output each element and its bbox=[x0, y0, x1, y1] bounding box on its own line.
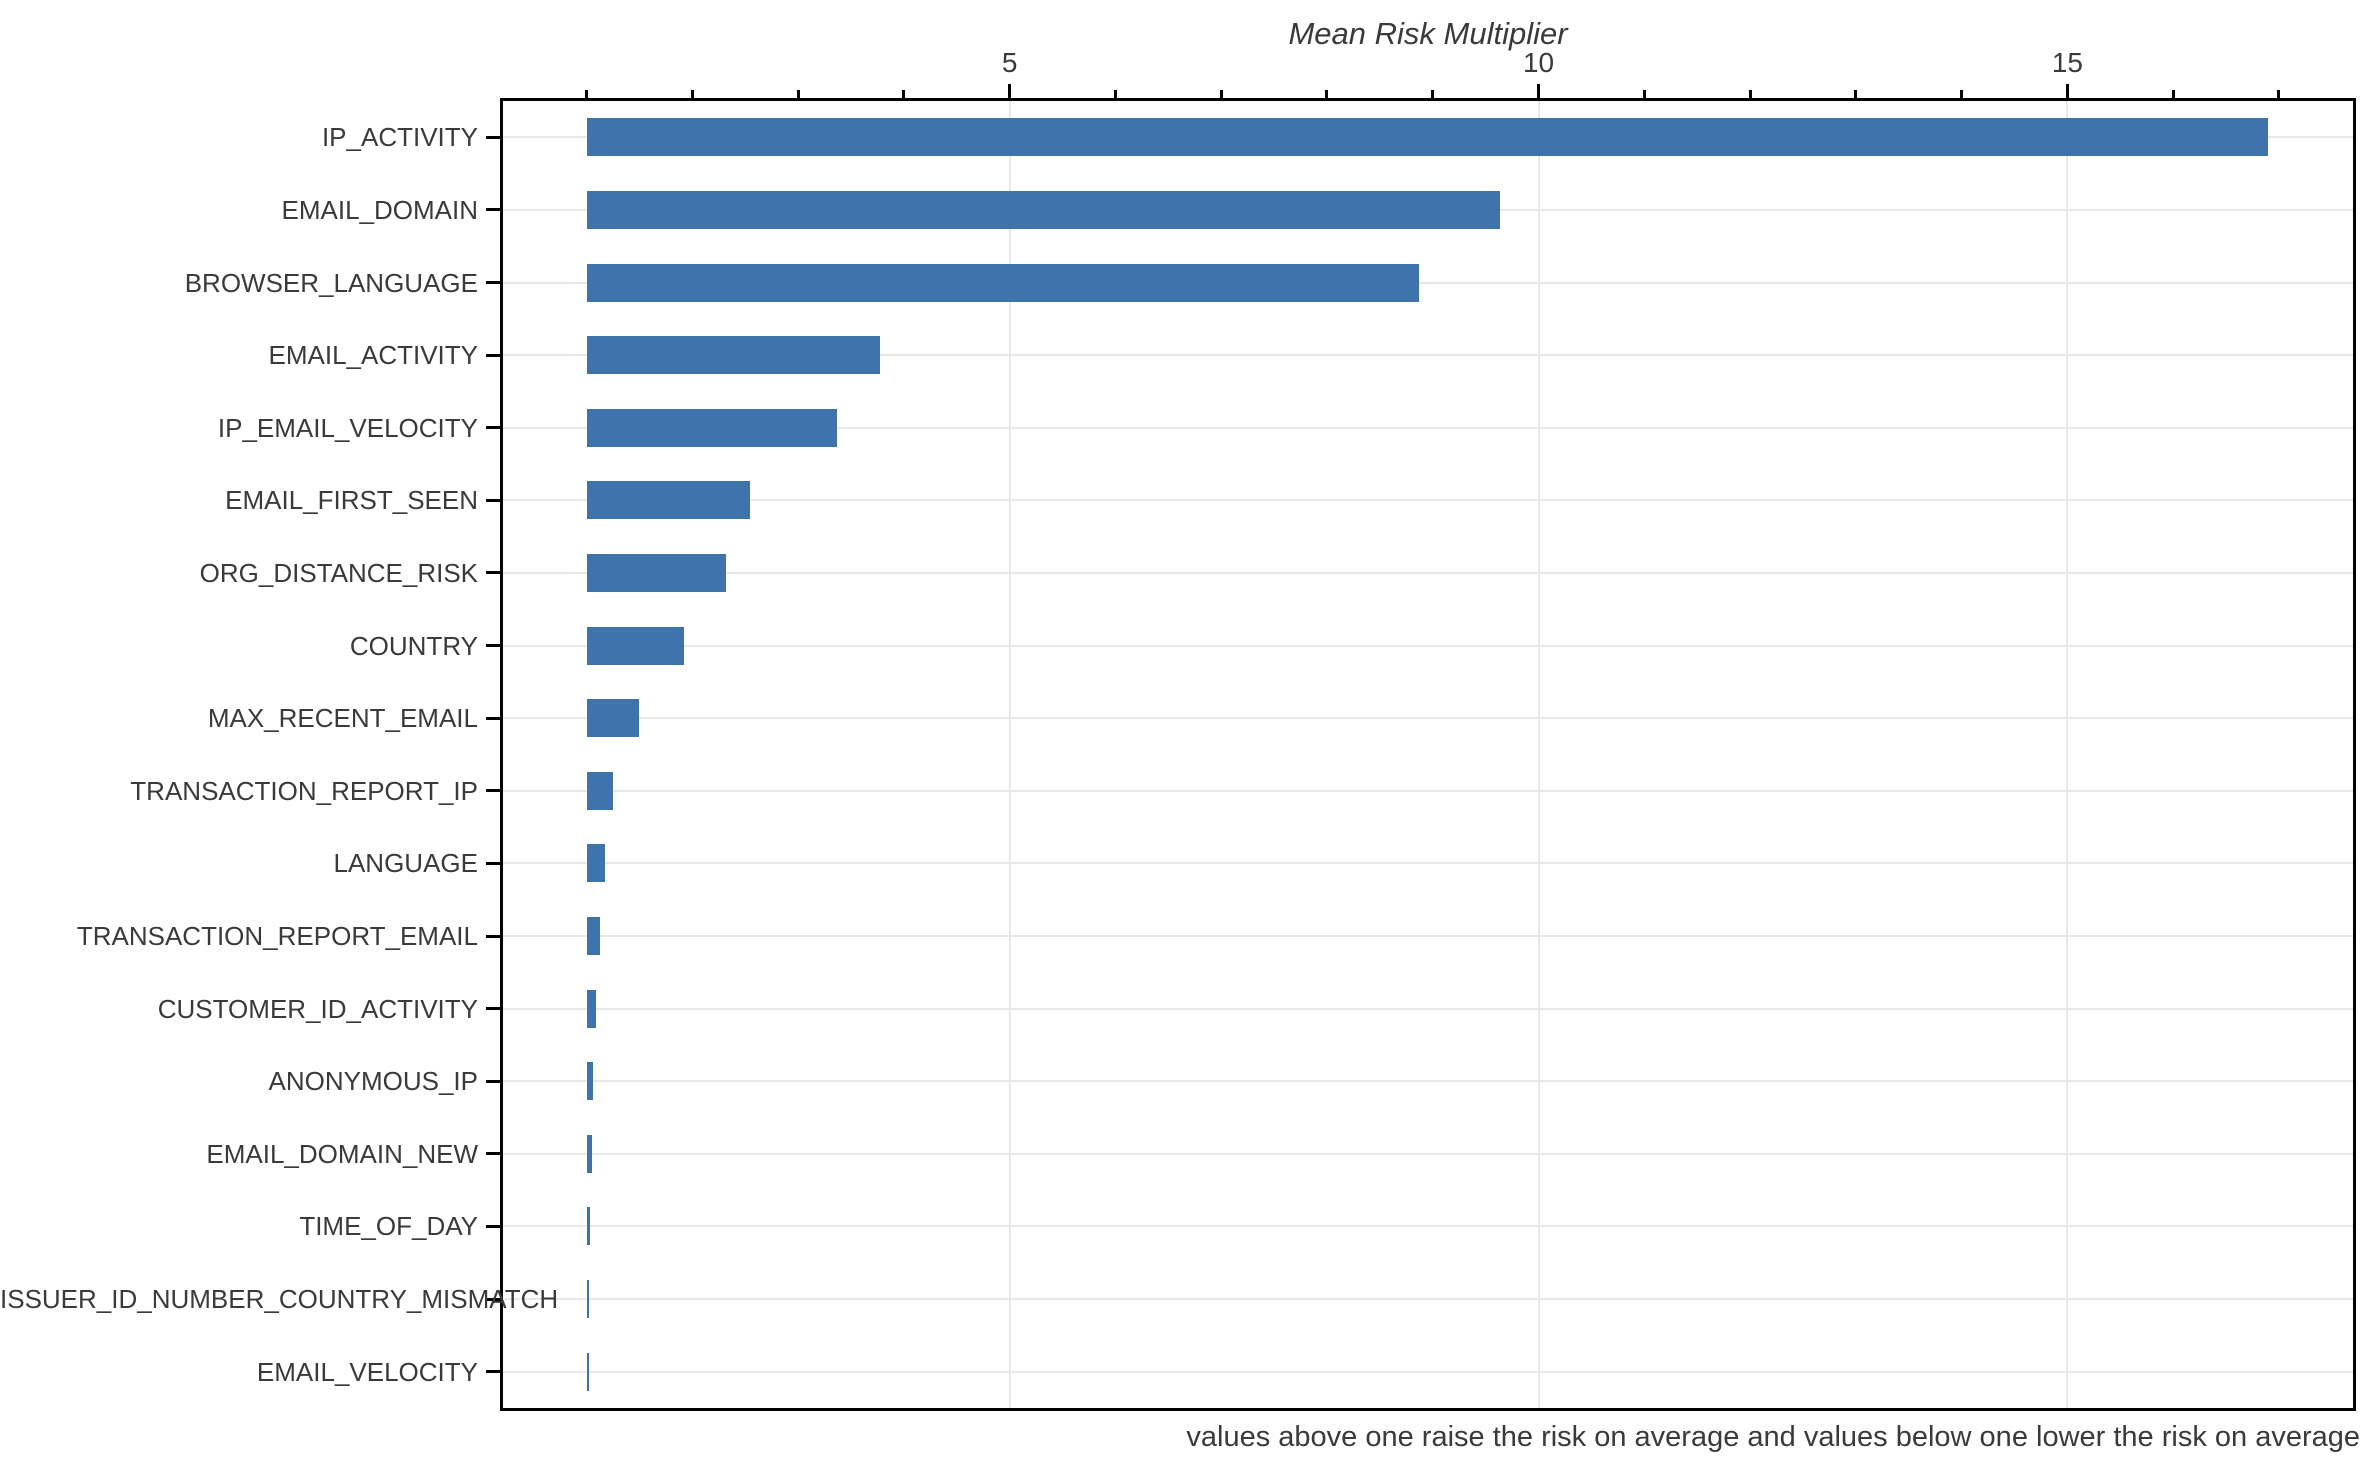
y-tick bbox=[486, 644, 500, 648]
x-tick-label: 10 bbox=[1522, 47, 1555, 78]
y-tick bbox=[486, 1224, 500, 1228]
x-minor-tick bbox=[1748, 90, 1752, 98]
category-label: CUSTOMER_ID_ACTIVITY bbox=[157, 993, 478, 1024]
vertical-gridline bbox=[2066, 101, 2069, 1408]
x-minor-tick bbox=[796, 90, 800, 98]
vertical-gridline bbox=[1008, 101, 1011, 1408]
y-tick bbox=[486, 789, 500, 793]
category-label: LANGUAGE bbox=[333, 848, 479, 879]
category-label: IP_ACTIVITY bbox=[321, 122, 478, 153]
footnote: values above one raise the risk on avera… bbox=[1186, 1421, 2360, 1453]
bar-email_activity bbox=[586, 336, 880, 375]
y-tick bbox=[486, 1007, 500, 1011]
x-minor-tick bbox=[585, 90, 589, 98]
x-minor-tick bbox=[1219, 90, 1223, 98]
bar-customer_id_activity bbox=[586, 989, 597, 1028]
x-tick-label: 15 bbox=[2051, 47, 2083, 78]
x-minor-tick bbox=[690, 90, 694, 98]
bar-email_first_seen bbox=[586, 481, 751, 520]
category-label: ANONYMOUS_IP bbox=[268, 1066, 479, 1097]
horizontal-gridline bbox=[503, 717, 2353, 720]
y-tick bbox=[486, 716, 500, 720]
y-tick bbox=[486, 135, 500, 139]
category-label: EMAIL_ACTIVITY bbox=[268, 340, 479, 371]
y-tick bbox=[486, 571, 500, 575]
y-tick bbox=[486, 1152, 500, 1156]
horizontal-gridline bbox=[503, 644, 2353, 647]
horizontal-gridline bbox=[503, 1370, 2353, 1373]
bar-ip_activity bbox=[586, 118, 2269, 157]
category-label: TRANSACTION_REPORT_EMAIL bbox=[76, 921, 478, 952]
horizontal-gridline bbox=[503, 499, 2353, 502]
bar-anonymous_ip bbox=[586, 1062, 593, 1101]
horizontal-gridline bbox=[503, 789, 2353, 792]
category-label: IP_EMAIL_VELOCITY bbox=[217, 412, 478, 443]
x-minor-tick bbox=[1642, 90, 1646, 98]
bar-ip_email_velocity bbox=[586, 408, 838, 447]
y-tick bbox=[486, 426, 500, 430]
vertical-gridline bbox=[1537, 101, 1540, 1408]
bar-email_domain_new bbox=[586, 1134, 592, 1173]
x-minor-tick bbox=[1854, 90, 1858, 98]
category-label: COUNTRY bbox=[349, 630, 478, 661]
bar-max_recent_email bbox=[586, 699, 640, 738]
category-label: TRANSACTION_REPORT_IP bbox=[130, 775, 478, 806]
x-minor-tick bbox=[1431, 90, 1435, 98]
bar-org_distance_risk bbox=[586, 553, 727, 592]
horizontal-gridline bbox=[503, 426, 2353, 429]
category-label: ORG_DISTANCE_RISK bbox=[199, 557, 478, 588]
category-label: EMAIL_DOMAIN_NEW bbox=[206, 1138, 478, 1169]
x-minor-tick bbox=[1113, 90, 1117, 98]
horizontal-gridline bbox=[503, 354, 2353, 357]
bar-language bbox=[586, 844, 605, 883]
y-tick bbox=[486, 1370, 500, 1374]
bar-issuer_id_number_country_mismatch bbox=[586, 1280, 589, 1319]
x-axis-title: Mean Risk Multiplier bbox=[1288, 16, 1568, 51]
bar-transaction_report_email bbox=[586, 917, 601, 956]
horizontal-gridline bbox=[503, 1225, 2353, 1228]
y-tick bbox=[486, 861, 500, 865]
x-minor-tick bbox=[2277, 90, 2281, 98]
horizontal-gridline bbox=[503, 862, 2353, 865]
x-major-tick bbox=[2065, 84, 2069, 98]
bar-email_domain bbox=[586, 190, 1501, 229]
x-minor-tick bbox=[1960, 90, 1964, 98]
plot-area bbox=[500, 98, 2356, 1411]
y-tick bbox=[486, 934, 500, 938]
horizontal-gridline bbox=[503, 281, 2353, 284]
category-label: EMAIL_VELOCITY bbox=[256, 1356, 478, 1387]
category-label: EMAIL_DOMAIN bbox=[281, 194, 479, 225]
horizontal-gridline bbox=[503, 935, 2353, 938]
category-label: BROWSER_LANGUAGE bbox=[184, 267, 478, 298]
horizontal-gridline bbox=[503, 571, 2353, 574]
horizontal-gridline bbox=[503, 1152, 2353, 1155]
category-label: MAX_RECENT_EMAIL bbox=[207, 703, 478, 734]
y-tick bbox=[486, 1297, 500, 1301]
y-tick bbox=[486, 281, 500, 285]
x-major-tick bbox=[1537, 84, 1541, 98]
horizontal-gridline bbox=[503, 1007, 2353, 1010]
bar-country bbox=[586, 626, 684, 665]
horizontal-gridline bbox=[503, 1080, 2353, 1083]
y-tick bbox=[486, 353, 500, 357]
bar-email_velocity bbox=[586, 1352, 589, 1391]
bar-browser_language bbox=[586, 263, 1419, 302]
x-minor-tick bbox=[1325, 90, 1329, 98]
y-tick bbox=[486, 208, 500, 212]
bar-time_of_day bbox=[586, 1207, 590, 1246]
y-tick bbox=[486, 498, 500, 502]
horizontal-gridline bbox=[503, 1298, 2353, 1301]
category-label: ISSUER_ID_NUMBER_COUNTRY_MISMATCH bbox=[0, 1284, 559, 1315]
category-label: EMAIL_FIRST_SEEN bbox=[225, 485, 478, 516]
category-label: TIME_OF_DAY bbox=[299, 1211, 478, 1242]
x-minor-tick bbox=[2171, 90, 2175, 98]
x-major-tick bbox=[1008, 84, 1012, 98]
y-tick bbox=[486, 1079, 500, 1083]
x-tick-label: 5 bbox=[1001, 47, 1018, 78]
bar-transaction_report_ip bbox=[586, 771, 613, 810]
x-minor-tick bbox=[902, 90, 906, 98]
